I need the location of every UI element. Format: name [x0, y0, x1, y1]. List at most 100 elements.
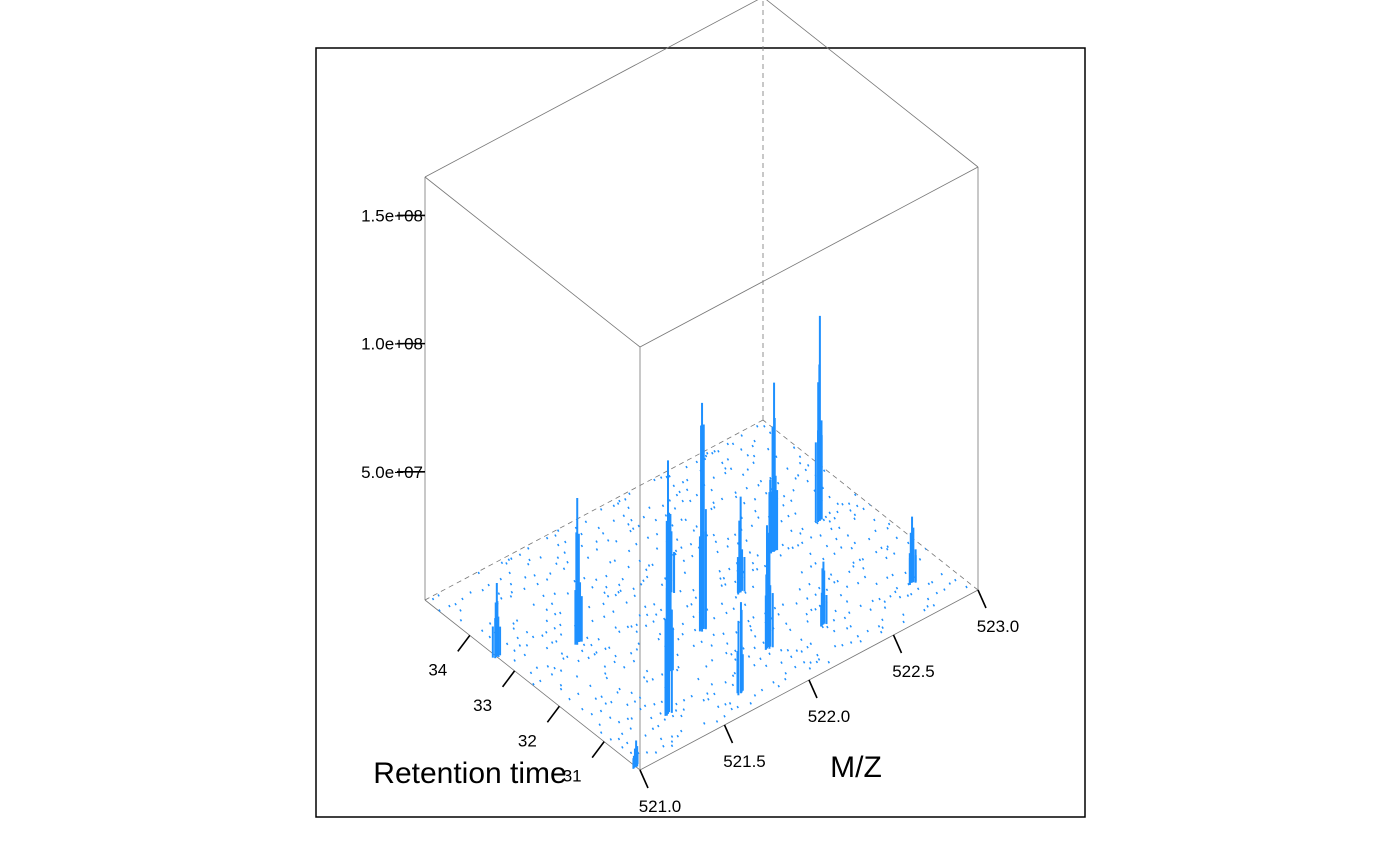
box-edge	[424, 176, 641, 348]
baseline-mark	[622, 514, 626, 518]
baseline-mark	[645, 575, 649, 579]
baseline-mark	[883, 606, 887, 609]
baseline-mark	[590, 643, 593, 647]
baseline-mark	[768, 652, 771, 656]
baseline-mark	[729, 467, 733, 471]
baseline-mark	[651, 563, 654, 567]
baseline-mark	[910, 592, 913, 596]
baseline-mark	[586, 636, 589, 640]
baseline-mark	[853, 517, 856, 521]
baseline-mark	[566, 560, 569, 564]
baseline-mark	[653, 702, 656, 706]
x-axis-title: M/Z	[830, 751, 882, 784]
baseline-mark	[617, 590, 620, 594]
baseline-mark	[852, 565, 855, 568]
baseline-mark	[859, 640, 862, 643]
baseline-mark	[747, 655, 751, 658]
baseline-mark	[516, 636, 519, 640]
baseline-mark	[690, 694, 693, 698]
baseline-mark	[726, 458, 730, 461]
baseline-mark	[695, 493, 699, 497]
baseline-mark	[923, 608, 926, 612]
baseline-mark	[750, 524, 754, 528]
baseline-mark	[802, 660, 806, 664]
baseline-mark	[608, 646, 611, 650]
baseline-mark	[830, 527, 833, 531]
baseline-mark	[559, 683, 563, 687]
x-tick-label: 523.0	[977, 617, 1020, 636]
baseline-mark	[873, 518, 876, 522]
baseline-mark	[763, 424, 766, 428]
baseline-mark	[629, 751, 633, 755]
baseline-mark	[646, 536, 650, 540]
baseline-mark	[655, 547, 659, 550]
x-tick-label: 521.5	[723, 752, 766, 771]
baseline-mark	[724, 467, 727, 470]
y-axis-title: Retention time	[373, 757, 566, 790]
baseline-mark	[702, 698, 705, 702]
baseline-mark	[779, 648, 783, 652]
baseline-mark	[545, 646, 549, 650]
baseline-mark	[720, 497, 724, 501]
baseline-mark	[532, 603, 535, 607]
baseline-mark	[580, 532, 583, 536]
baseline-mark	[757, 516, 760, 519]
baseline-mark	[886, 547, 889, 551]
baseline-mark	[841, 502, 844, 506]
baseline-mark	[564, 540, 567, 544]
baseline-mark	[814, 562, 817, 565]
baseline-mark	[809, 565, 813, 568]
baseline-mark	[518, 553, 522, 557]
baseline-mark	[600, 695, 603, 699]
baseline-mark	[809, 661, 812, 664]
baseline-mark	[734, 491, 737, 494]
baseline-mark	[676, 653, 679, 657]
baseline-mark	[662, 744, 665, 748]
baseline-mark	[765, 664, 768, 668]
baseline-mark	[663, 718, 667, 721]
baseline-mark	[682, 708, 685, 711]
baseline-mark	[658, 632, 662, 636]
baseline-mark	[524, 576, 527, 579]
baseline-mark	[588, 605, 591, 609]
baseline-mark	[723, 714, 726, 718]
baseline-mark	[477, 571, 480, 575]
baseline-mark	[645, 751, 649, 754]
baseline-mark	[515, 619, 519, 622]
baseline-mark	[725, 611, 728, 615]
baseline-mark	[734, 596, 738, 599]
baseline-mark	[883, 600, 886, 603]
baseline-mark	[902, 620, 905, 624]
baseline-mark	[943, 588, 946, 591]
baseline-mark	[603, 591, 606, 595]
baseline-mark	[612, 504, 616, 508]
baseline-mark	[878, 597, 881, 601]
baseline-mark	[550, 673, 554, 676]
baseline-mark	[706, 451, 709, 455]
baseline-mark	[800, 650, 803, 653]
baseline-mark	[609, 738, 613, 741]
baseline-mark	[730, 652, 733, 656]
baseline-mark	[581, 707, 584, 711]
baseline-mark	[615, 539, 618, 543]
baseline-mark	[644, 734, 647, 737]
baseline-mark	[632, 587, 635, 591]
baseline-mark	[839, 593, 843, 597]
baseline-mark	[886, 545, 889, 549]
baseline-mark	[853, 541, 857, 545]
baseline-mark	[600, 731, 603, 734]
baseline-mark	[710, 507, 713, 511]
baseline-mark	[555, 640, 558, 643]
baseline-mark	[619, 589, 622, 593]
baseline-mark	[629, 727, 632, 730]
baseline-mark	[843, 616, 847, 620]
baseline-mark	[835, 537, 838, 541]
baseline-mark	[670, 740, 674, 743]
baseline-mark	[438, 609, 441, 612]
baseline-mark	[906, 594, 910, 597]
baseline-mark	[663, 617, 666, 621]
baseline-mark	[752, 454, 756, 458]
baseline-mark	[809, 552, 812, 556]
baseline-mark	[681, 622, 685, 626]
baseline-mark	[431, 597, 435, 601]
